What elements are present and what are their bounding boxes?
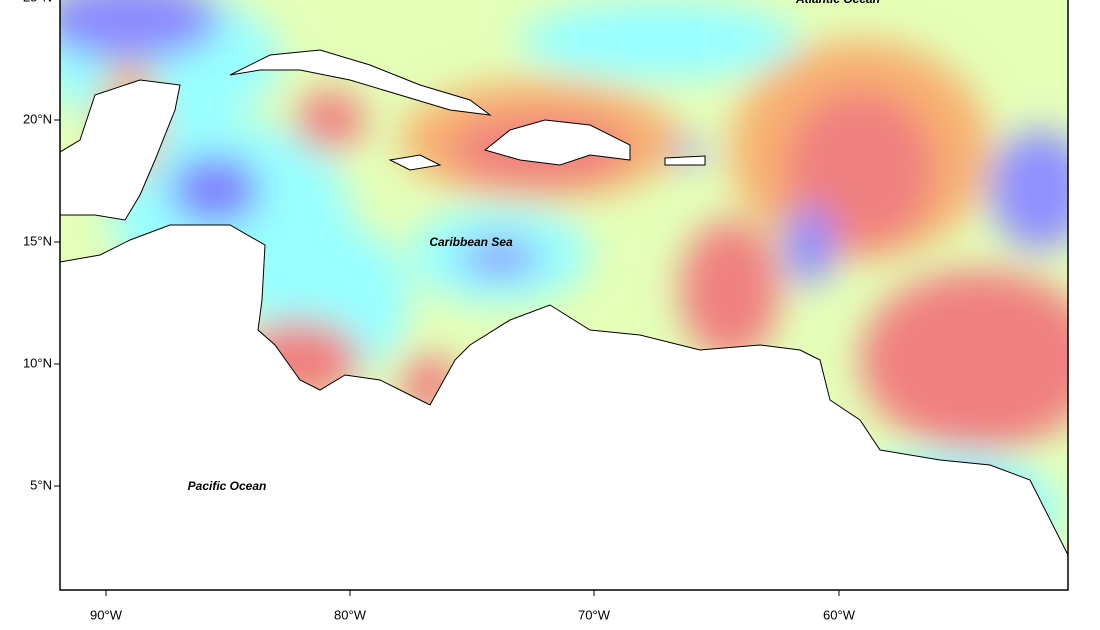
land-hispaniola bbox=[483, 119, 631, 166]
lon-label: 90°W bbox=[90, 607, 123, 622]
land-jamaica bbox=[388, 154, 442, 171]
lat-label: 5°N bbox=[30, 477, 52, 492]
ocean-label: Pacific Ocean bbox=[188, 479, 267, 493]
land-puerto-rico bbox=[664, 155, 706, 166]
lon-label: 70°W bbox=[578, 607, 611, 622]
lat-label: 10°N bbox=[23, 355, 52, 370]
lat-label: 25°N bbox=[23, 0, 52, 4]
ocean-label: Caribbean Sea bbox=[429, 235, 513, 249]
lon-label: 80°W bbox=[334, 607, 367, 622]
land-south bbox=[60, 224, 1068, 590]
field bbox=[60, 0, 1068, 590]
land-yucatan bbox=[60, 79, 181, 221]
land-cuba bbox=[229, 49, 492, 116]
ocean-label: Atlantic Ocean bbox=[795, 0, 880, 6]
lat-label: 15°N bbox=[23, 233, 52, 248]
frame bbox=[59, 0, 1069, 591]
lon-label: 60°W bbox=[823, 607, 856, 622]
lat-label: 20°N bbox=[23, 111, 52, 126]
